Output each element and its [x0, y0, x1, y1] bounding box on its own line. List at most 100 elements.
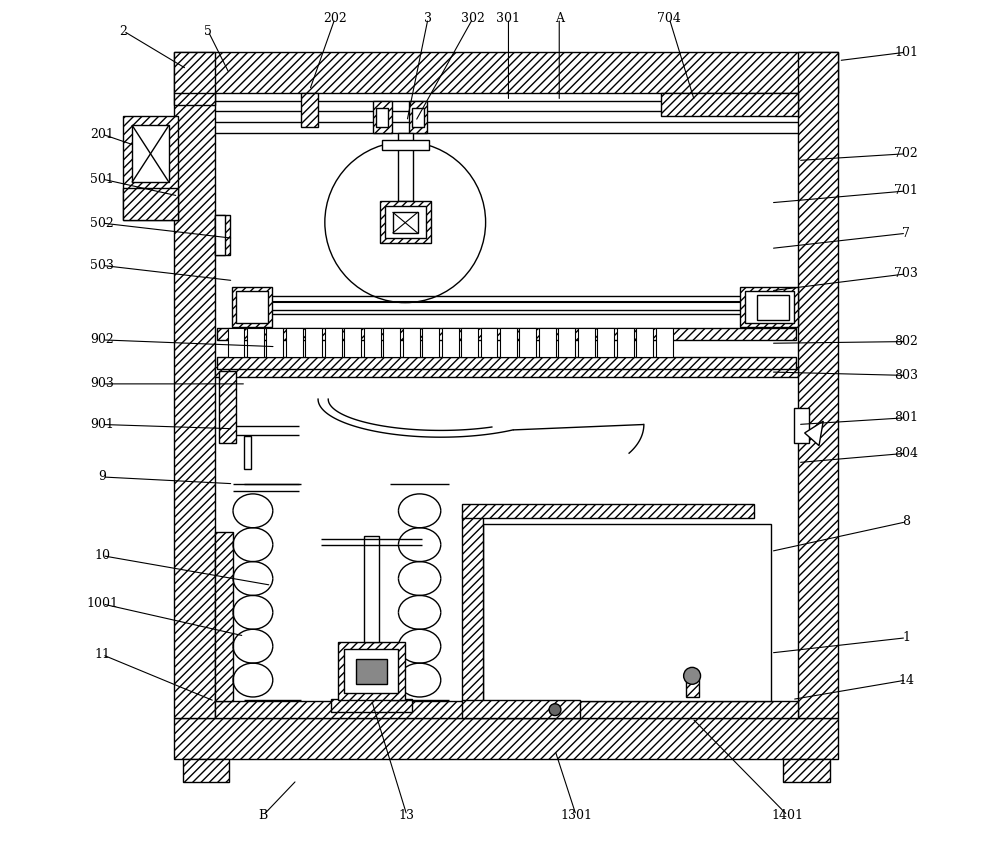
Text: 804: 804 [894, 447, 918, 460]
Text: 1: 1 [902, 632, 910, 644]
Bar [344, 649, 398, 693]
Text: 701: 701 [894, 184, 918, 198]
Bar [403, 328, 420, 357]
Text: 702: 702 [894, 147, 918, 160]
Text: 8: 8 [902, 515, 910, 528]
Bar [382, 140, 429, 150]
Text: 13: 13 [399, 809, 415, 822]
Bar [305, 328, 322, 357]
Bar [174, 718, 838, 759]
Text: 1301: 1301 [560, 809, 592, 822]
Bar [301, 93, 318, 127]
Bar [215, 367, 798, 377]
Bar [500, 328, 517, 357]
Text: 101: 101 [894, 46, 918, 59]
Circle shape [549, 704, 561, 716]
Bar [412, 108, 424, 127]
Bar [244, 436, 251, 469]
Bar [656, 328, 673, 357]
Bar [364, 537, 379, 642]
Bar [380, 201, 431, 244]
Bar [461, 328, 478, 357]
Bar [783, 759, 830, 783]
Bar [578, 328, 595, 357]
Bar [376, 108, 388, 127]
Bar [364, 328, 381, 357]
Bar [385, 206, 426, 239]
Text: 901: 901 [90, 418, 114, 431]
Bar [519, 328, 536, 357]
Text: 7: 7 [902, 227, 910, 239]
Text: 2: 2 [119, 25, 127, 37]
Bar [174, 52, 838, 93]
Bar [132, 125, 169, 183]
Bar [247, 328, 264, 357]
Bar [325, 328, 342, 357]
Text: 3: 3 [424, 12, 432, 25]
Text: 301: 301 [496, 12, 520, 25]
Text: 1001: 1001 [86, 598, 118, 610]
Bar [215, 532, 233, 701]
Bar [338, 642, 405, 700]
Bar [344, 328, 361, 357]
Bar [636, 328, 653, 357]
Text: B: B [258, 809, 268, 822]
Text: 502: 502 [90, 216, 114, 229]
Bar [215, 215, 230, 256]
Bar [174, 52, 215, 718]
Text: 802: 802 [894, 335, 918, 348]
Bar [383, 328, 400, 357]
Bar [215, 701, 798, 718]
Text: 9: 9 [98, 470, 106, 483]
Bar [393, 212, 418, 233]
Bar [794, 408, 809, 443]
Bar [745, 291, 794, 323]
Circle shape [684, 667, 701, 684]
Text: 501: 501 [90, 172, 114, 186]
Text: 703: 703 [894, 267, 918, 280]
Text: 902: 902 [90, 334, 114, 346]
Bar [483, 524, 771, 701]
Bar [123, 115, 178, 220]
Text: 201: 201 [90, 127, 114, 141]
Bar [123, 188, 178, 220]
Bar [219, 371, 236, 443]
Bar [409, 101, 427, 133]
Bar [373, 101, 392, 133]
Text: 704: 704 [657, 12, 681, 25]
Text: 5: 5 [204, 25, 212, 37]
Bar [286, 328, 303, 357]
Bar [462, 515, 483, 701]
Bar [798, 52, 838, 718]
Bar [236, 291, 268, 323]
Text: A: A [555, 12, 564, 25]
Bar [740, 287, 798, 327]
Bar [558, 328, 575, 357]
Bar [661, 93, 798, 116]
Bar [174, 93, 215, 105]
Bar [442, 328, 459, 357]
Text: 803: 803 [894, 369, 918, 382]
Bar [422, 328, 439, 357]
Text: 202: 202 [323, 12, 347, 25]
Bar [757, 295, 789, 320]
Text: 503: 503 [90, 259, 114, 272]
Bar [331, 699, 412, 712]
Text: 302: 302 [461, 12, 485, 25]
Bar [617, 328, 634, 357]
Text: 14: 14 [898, 673, 914, 687]
Bar [183, 759, 229, 783]
Text: 10: 10 [94, 549, 110, 562]
Bar [481, 328, 497, 357]
Bar [356, 659, 387, 684]
Bar [398, 133, 413, 201]
Bar [539, 328, 556, 357]
Bar [266, 328, 283, 357]
Text: 801: 801 [894, 411, 918, 424]
Text: 1401: 1401 [772, 809, 804, 822]
Bar [462, 700, 580, 718]
Bar [217, 328, 796, 340]
Bar [686, 678, 699, 697]
Bar [462, 504, 754, 518]
Bar [597, 328, 614, 357]
